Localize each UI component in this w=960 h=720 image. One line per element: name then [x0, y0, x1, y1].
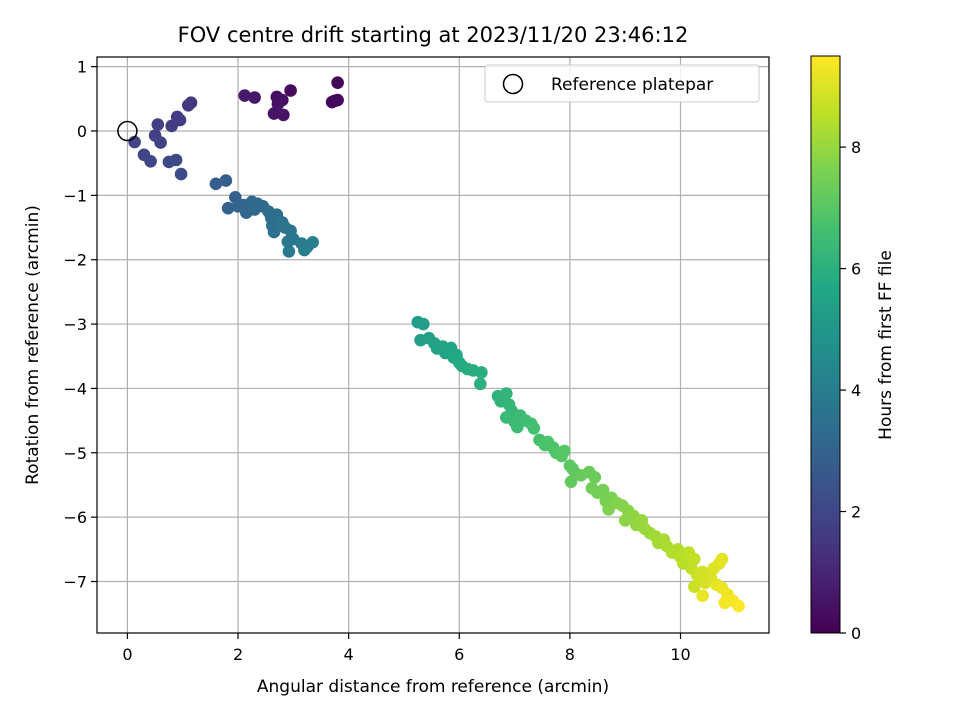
data-point [715, 552, 729, 566]
y-tick-label: −1 [63, 186, 87, 205]
data-point [696, 589, 709, 602]
data-point [474, 377, 487, 391]
y-axis-label: Rotation from reference (arcmin) [23, 205, 43, 485]
plot-frame [96, 56, 770, 634]
colorbar-tick-label: 4 [851, 381, 861, 400]
y-tick-label: −7 [63, 573, 87, 592]
x-tick-label: 6 [454, 645, 464, 664]
data-point [238, 89, 251, 102]
data-point [267, 225, 281, 239]
y-tick-label: −6 [63, 508, 87, 527]
data-point [331, 93, 344, 107]
y-axis-ticks: 1 0 −1 −2 −3 −4 −5 −6 −7 [63, 58, 97, 592]
data-point [331, 76, 344, 89]
data-point [732, 599, 745, 613]
x-axis-label: Angular distance from reference (arcmin) [257, 677, 609, 697]
data-point [219, 174, 233, 187]
data-point [248, 91, 261, 104]
legend-box [484, 64, 760, 103]
data-point [527, 422, 541, 435]
x-tick-label: 0 [122, 645, 132, 664]
colorbar-label: Hours from first FF file [876, 250, 896, 440]
y-tick-label: 1 [77, 58, 87, 77]
y-tick-label: −2 [63, 251, 87, 270]
data-point [209, 177, 223, 191]
x-tick-label: 4 [344, 645, 354, 664]
data-point [417, 317, 430, 331]
data-point [271, 97, 285, 111]
data-point [277, 108, 290, 122]
data-point [284, 84, 297, 97]
x-axis-ticks: 0 2 4 6 8 10 [122, 633, 691, 664]
x-tick-label: 8 [565, 645, 575, 664]
data-point [182, 99, 195, 112]
x-tick-label: 2 [233, 645, 243, 664]
data-point [588, 471, 602, 484]
data-point [558, 444, 571, 458]
data-point [500, 387, 513, 400]
reference-marker [117, 120, 138, 142]
data-point [298, 243, 311, 257]
data-point [475, 366, 488, 379]
y-tick-label: 0 [77, 122, 87, 141]
colorbar-tick-label: 6 [851, 260, 861, 279]
data-point [282, 245, 296, 258]
colorbar-tick-label: 0 [851, 624, 861, 643]
legend-entry-reference: Reference platepar [551, 75, 713, 95]
reference-point [117, 120, 138, 142]
data-point [306, 236, 320, 249]
data-point [144, 155, 157, 168]
grid-lines [97, 57, 769, 633]
colorbar [810, 55, 841, 634]
legend-reference-marker [502, 73, 524, 95]
data-point [151, 118, 165, 131]
y-tick-label: −5 [63, 444, 87, 463]
data-point [564, 475, 578, 489]
data-point [169, 153, 183, 167]
y-tick-label: −3 [63, 315, 87, 334]
data-point [688, 552, 701, 566]
legend: Reference platepar [484, 64, 760, 103]
x-tick-label: 10 [670, 645, 690, 664]
colorbar-tick-label: 2 [851, 503, 861, 522]
data-point [221, 201, 235, 215]
data-point [165, 119, 178, 133]
colorbar-tick-label: 8 [851, 138, 861, 157]
data-point [596, 483, 610, 497]
data-point [174, 167, 188, 181]
data-point [267, 107, 281, 120]
colorbar-ticks: 0 2 4 6 8 [840, 138, 861, 643]
data-points [128, 76, 745, 613]
y-tick-label: −4 [63, 379, 87, 398]
chart-title: FOV centre drift starting at 2023/11/20 … [178, 23, 689, 47]
data-point [170, 110, 184, 124]
data-point [154, 136, 167, 149]
